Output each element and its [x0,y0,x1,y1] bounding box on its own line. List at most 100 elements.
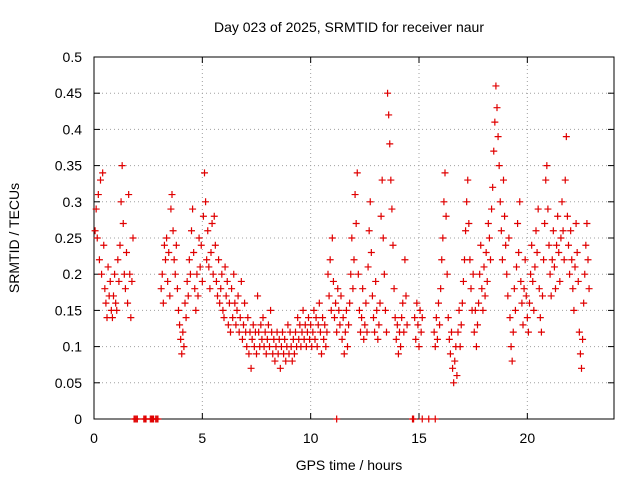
data-point [126,270,134,278]
data-point [546,270,554,278]
data-point [522,292,530,300]
data-point [104,263,112,271]
data-point [373,306,381,314]
data-point [440,198,448,206]
data-point [328,234,336,242]
data-point [123,248,130,256]
data-point [488,205,496,213]
data-point [380,270,388,278]
data-point [469,270,477,278]
data-point [472,343,480,351]
data-point [524,328,532,336]
data-point [205,263,213,271]
data-point [95,256,103,264]
data-point [128,277,136,285]
data-point [232,321,240,329]
data-point [414,321,422,329]
data-point [127,314,135,322]
data-point [116,241,124,249]
data-point [177,335,185,343]
data-point [231,299,239,307]
data-point [284,321,292,329]
data-point [484,220,492,228]
data-point [348,234,356,242]
data-point [319,314,327,322]
data-point [332,299,340,307]
data-point [305,314,312,322]
data-point [370,314,377,322]
data-point [416,306,424,314]
data-point [399,299,407,307]
data-point [561,176,569,184]
data-point [220,314,228,322]
data-point [431,343,439,351]
data-point [352,220,360,228]
data-point [474,321,481,329]
data-point [327,306,335,314]
data-point [353,169,361,177]
data-point [383,328,390,336]
data-point [113,306,121,314]
data-point [530,306,538,314]
data-point [271,357,279,365]
data-point [554,212,562,220]
data-point [576,350,584,358]
data-point [454,328,462,336]
data-point [221,263,229,271]
data-point [397,343,405,351]
data-point [531,263,539,271]
data-point [154,415,162,423]
data-point [209,270,217,278]
data-point [218,270,226,278]
data-point [318,350,325,358]
data-point [456,343,464,351]
data-point [511,306,519,314]
data-point [117,198,125,206]
data-point [376,299,384,307]
data-point [183,277,191,285]
data-point [508,357,516,365]
data-point [470,328,478,336]
data-point [125,191,133,199]
data-point [339,314,347,322]
data-point [504,292,512,300]
data-point [581,270,589,278]
data-point [108,314,116,322]
data-point [449,364,457,372]
data-point [240,321,247,329]
data-point [276,364,284,372]
data-point [574,277,582,285]
data-point [207,248,215,256]
data-point [314,321,322,329]
data-point [445,335,453,343]
data-point [110,292,117,300]
data-point [196,263,204,271]
x-axis-label: GPS time / hours [296,457,403,473]
data-point [124,299,132,307]
data-point [282,357,290,365]
data-point [569,285,577,293]
data-point [336,321,344,329]
data-point [173,285,181,293]
data-point [572,220,580,228]
data-point [168,191,176,199]
data-point [464,176,472,184]
data-point [537,328,545,336]
data-point [347,270,355,278]
data-point [279,328,286,336]
y-tick-label: 0 [74,411,82,427]
data-point [579,335,587,343]
data-point [254,292,262,300]
data-point [418,415,426,423]
data-point [491,118,499,126]
data-point [411,314,419,322]
data-point [211,241,219,249]
data-point [219,306,227,314]
data-point [324,270,332,278]
data-point [102,299,110,307]
data-point [494,133,502,141]
data-point [403,321,411,329]
data-point [191,285,199,293]
data-point [430,328,438,336]
data-point [184,292,192,300]
